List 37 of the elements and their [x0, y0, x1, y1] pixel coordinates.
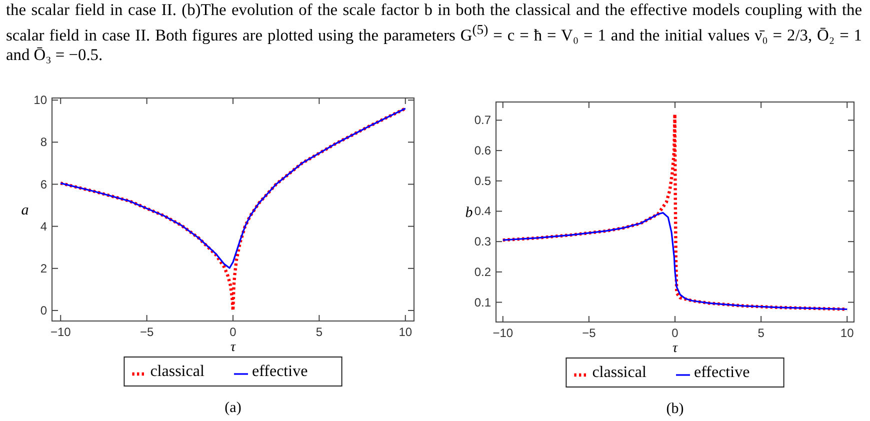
legend-label: classical [592, 364, 647, 381]
x-tick-label: −5 [582, 326, 596, 340]
x-tick-label: −5 [140, 325, 154, 339]
line-series [60, 108, 406, 269]
x-tick-label: 0 [230, 325, 237, 339]
x-axis-title: τ [230, 340, 236, 355]
x-tick-label: −10 [50, 325, 72, 339]
text: (b) [666, 401, 684, 417]
y-tick-label: 2 [40, 261, 48, 276]
x-tick-label: 10 [398, 325, 412, 339]
y-tick-label: 0 [40, 303, 48, 318]
x-tick-label: 5 [316, 325, 323, 339]
x-tick-label: −10 [492, 326, 514, 340]
y-tick-label: 0.6 [474, 144, 492, 158]
y-tick-label: 8 [40, 135, 48, 150]
legend-label: effective [694, 364, 750, 381]
x-tick-label: 0 [672, 326, 679, 340]
line-series [502, 212, 848, 310]
y-tick-label: 0.7 [474, 113, 492, 128]
text: the scalar field in case II. (b)The evolution of the scale factor b in both the classical and the effective models coupling with the scalar field in case II. Both figures are plotted using the parameters G$^{(5)}$ = c = ħ = V₀ = 1 and the initial values ν̄₀ = 2/3, Ō₂ = 1 and Ō₃ = −0.5. [6, 0, 862, 64]
x-axis-title: τ [672, 341, 678, 356]
y-axis-title: b [465, 205, 474, 221]
legend-label: effective [252, 363, 308, 380]
y-tick-label: 0.4 [474, 204, 492, 218]
y-tick-label: 10 [34, 93, 48, 108]
legend-label: classical [150, 363, 205, 380]
line-series [59, 106, 407, 312]
y-axis-title: a [21, 202, 29, 218]
y-tick-label: 0.3 [474, 234, 492, 249]
y-tick-label: 0.1 [474, 295, 492, 310]
y-tick-label: 6 [40, 177, 48, 192]
y-tick-label: 0.5 [474, 174, 492, 188]
text: (a) [224, 400, 242, 416]
y-tick-label: 0.2 [474, 264, 492, 279]
x-tick-label: 10 [840, 326, 854, 340]
x-tick-label: 5 [758, 326, 765, 340]
y-tick-label: 4 [40, 219, 48, 234]
